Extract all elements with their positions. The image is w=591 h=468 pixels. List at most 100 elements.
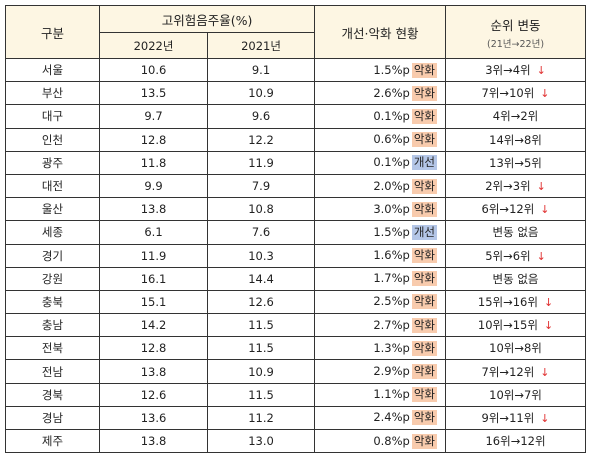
- status-badge: 악화: [411, 178, 438, 194]
- table-row: 대전 9.9 7.9 2.0%p 악화 2위→3위 ↓: [5, 173, 587, 199]
- status-badge: 악화: [411, 410, 438, 426]
- rank-change: 7위→12위: [481, 364, 535, 379]
- cell-region: 서울: [5, 57, 100, 83]
- cell-rank: 10위→8위: [445, 336, 587, 361]
- cell-rank: 16위→12위: [445, 428, 587, 454]
- rank-change: 13위→5위: [489, 155, 542, 170]
- cell-2022: 9.9: [99, 173, 208, 199]
- cell-2021: 9.6: [206, 104, 316, 129]
- header-rank-title: 순위 변동: [490, 17, 541, 33]
- cell-rank: 7위→12위 ↓: [445, 359, 587, 384]
- cell-2021: 10.9: [206, 81, 316, 106]
- change-value: 2.6%p: [373, 85, 410, 100]
- cell-region: 제주: [5, 428, 100, 454]
- cell-2022: 15.1: [99, 289, 208, 315]
- change-value: 2.9%p: [373, 364, 410, 379]
- status-badge: 악화: [411, 85, 438, 101]
- header-region: 구분: [5, 5, 100, 59]
- header-year-2022: 2022년: [99, 32, 208, 59]
- change-value: 0.1%p: [373, 108, 410, 123]
- cell-2021: 12.6: [206, 289, 316, 315]
- change-value: 1.3%p: [373, 340, 410, 355]
- cell-rank: 6위→12위 ↓: [445, 197, 587, 222]
- cell-region: 대전: [5, 173, 100, 199]
- cell-2022: 13.8: [99, 428, 208, 454]
- cell-rank: 3위→4위 ↓: [445, 57, 587, 83]
- table-row: 인천 12.8 12.2 0.6%p 악화 14위→8위: [5, 127, 587, 152]
- table-row: 울산 13.8 10.8 3.0%p 악화 6위→12위 ↓: [5, 197, 587, 222]
- cell-2022: 12.8: [99, 336, 208, 361]
- table-row: 전남 13.8 10.9 2.9%p 악화 7위→12위 ↓: [5, 359, 587, 384]
- rank-change: 10위→7위: [489, 387, 542, 402]
- down-arrow-icon: ↓: [540, 203, 550, 217]
- rank-change: 15위→16위: [477, 294, 538, 309]
- header-rank: 순위 변동 (21년→22년): [445, 5, 587, 59]
- table-row: 충북 15.1 12.6 2.5%p 악화 15위→16위 ↓: [5, 289, 587, 315]
- change-value: 1.7%p: [373, 271, 410, 286]
- rank-change: 4위→2위: [492, 109, 539, 124]
- header-rank-sub: (21년→22년): [487, 38, 545, 50]
- cell-2021: 12.2: [206, 127, 316, 152]
- cell-2022: 13.8: [99, 197, 208, 222]
- cell-2021: 11.5: [206, 382, 316, 407]
- rank-change: 3위→4위: [485, 63, 531, 78]
- cell-rank: 2위→3위 ↓: [445, 173, 587, 199]
- cell-status: 1.5%p 개선: [314, 220, 447, 245]
- rank-change: 변동 없음: [492, 271, 539, 286]
- cell-region: 전북: [5, 336, 100, 361]
- cell-2022: 14.2: [99, 313, 208, 338]
- change-value: 1.6%p: [373, 248, 410, 263]
- cell-2021: 11.5: [206, 313, 316, 338]
- cell-rank: 9위→11위 ↓: [445, 405, 587, 431]
- change-value: 2.0%p: [373, 178, 410, 193]
- status-badge: 악화: [411, 201, 438, 217]
- cell-region: 울산: [5, 197, 100, 222]
- cell-2021: 11.5: [206, 336, 316, 361]
- cell-rank: 4위→2위: [445, 104, 587, 129]
- cell-2022: 10.6: [99, 57, 208, 83]
- status-badge: 악화: [411, 364, 438, 380]
- table-row: 광주 11.8 11.9 0.1%p 개선 13위→5위: [5, 150, 587, 175]
- status-badge: 악화: [411, 294, 438, 310]
- cell-2021: 14.4: [206, 266, 316, 291]
- cell-region: 충북: [5, 289, 100, 315]
- cell-status: 1.5%p 악화: [314, 57, 447, 83]
- change-value: 2.5%p: [373, 294, 410, 309]
- status-badge: 악화: [411, 340, 438, 356]
- status-badge: 악화: [411, 317, 438, 333]
- cell-status: 2.9%p 악화: [314, 359, 447, 384]
- cell-region: 충남: [5, 313, 100, 338]
- cell-2022: 13.8: [99, 359, 208, 384]
- cell-status: 0.8%p 악화: [314, 428, 447, 454]
- change-value: 1.5%p: [373, 224, 410, 239]
- status-badge: 악화: [411, 433, 438, 449]
- cell-2022: 13.6: [99, 405, 208, 431]
- cell-2021: 7.9: [206, 173, 316, 199]
- table-row: 강원 16.1 14.4 1.7%p 악화 변동 없음: [5, 266, 587, 291]
- cell-status: 2.0%p 악화: [314, 173, 447, 199]
- cell-2021: 10.8: [206, 197, 316, 222]
- cell-rank: 변동 없음: [445, 220, 587, 245]
- table-row: 서울 10.6 9.1 1.5%p 악화 3위→4위 ↓: [5, 57, 587, 83]
- change-value: 0.8%p: [373, 433, 410, 448]
- cell-status: 1.6%p 악화: [314, 243, 447, 268]
- cell-2021: 9.1: [206, 57, 316, 83]
- cell-rank: 15위→16위 ↓: [445, 289, 587, 315]
- status-badge: 개선: [411, 224, 438, 240]
- down-arrow-icon: ↓: [540, 411, 550, 425]
- status-badge: 악화: [411, 248, 438, 264]
- table-row: 제주 13.8 13.0 0.8%p 악화 16위→12위: [5, 428, 587, 454]
- change-value: 1.1%p: [373, 387, 410, 402]
- cell-region: 경북: [5, 382, 100, 407]
- cell-rank: 10위→7위: [445, 382, 587, 407]
- rank-change: 7위→10위: [481, 86, 535, 101]
- cell-region: 인천: [5, 127, 100, 152]
- table-row: 부산 13.5 10.9 2.6%p 악화 7위→10위 ↓: [5, 81, 587, 106]
- cell-status: 1.3%p 악화: [314, 336, 447, 361]
- cell-status: 2.6%p 악화: [314, 81, 447, 106]
- change-value: 1.5%p: [373, 62, 410, 77]
- cell-2021: 11.2: [206, 405, 316, 431]
- cell-rank: 변동 없음: [445, 266, 587, 291]
- cell-2022: 16.1: [99, 266, 208, 291]
- cell-rank: 5위→6위 ↓: [445, 243, 587, 268]
